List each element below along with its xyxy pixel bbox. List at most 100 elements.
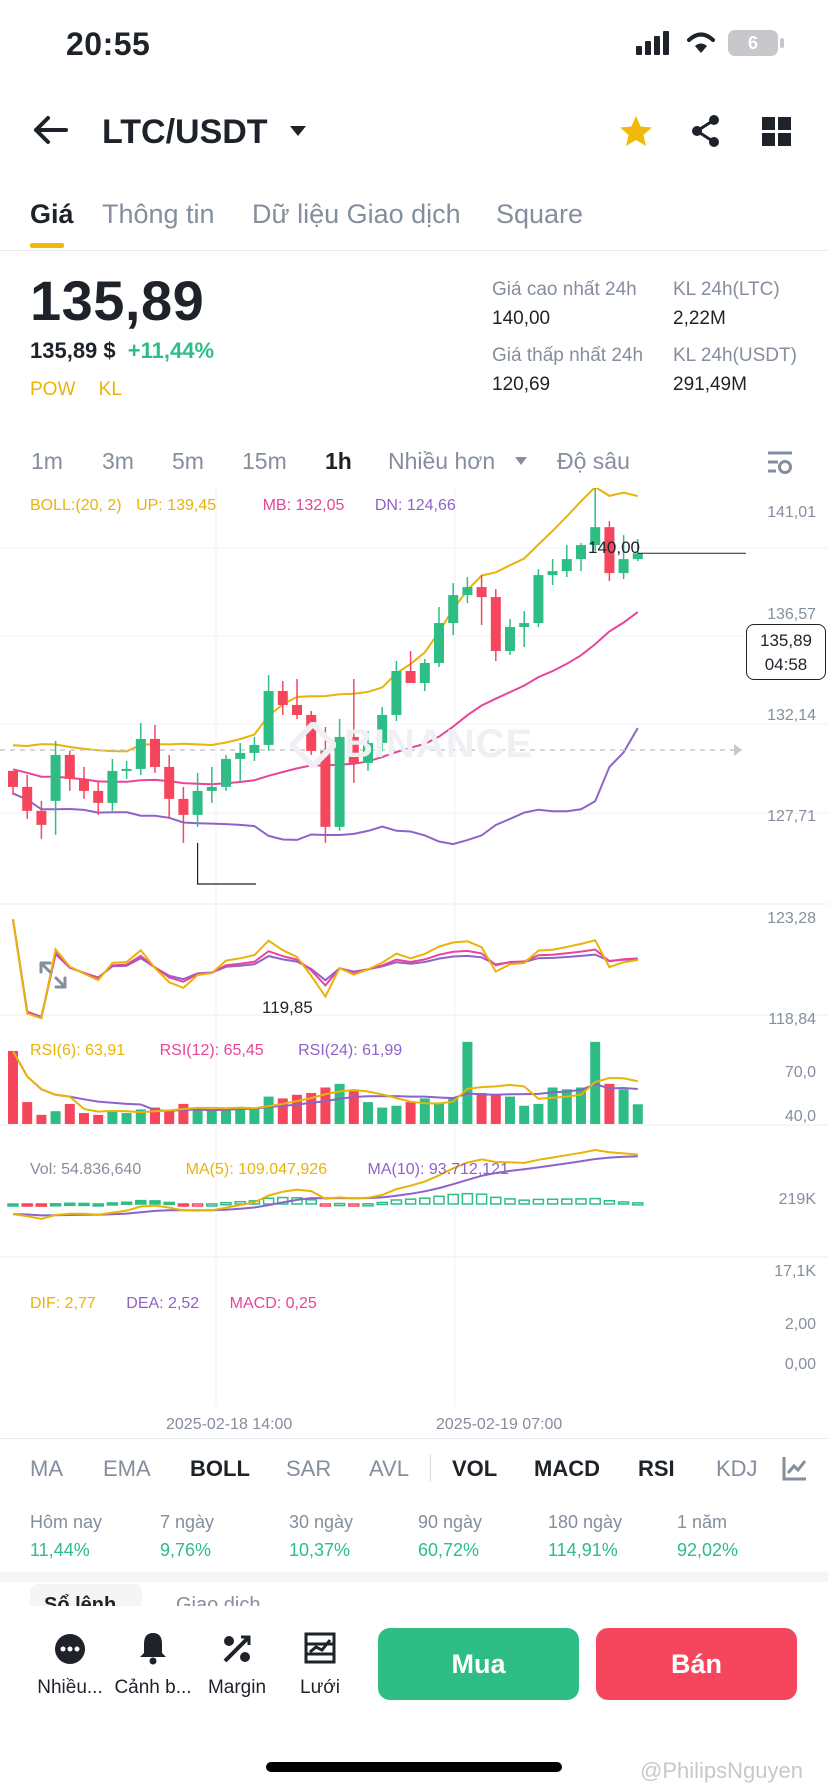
margin-icon[interactable] [221, 1633, 253, 1665]
battery-level: 6 [747, 32, 758, 53]
candle-body [178, 798, 189, 815]
macd-histogram-bar [35, 1203, 48, 1207]
kline-chart[interactable] [0, 488, 828, 1434]
tag-pow[interactable]: POW [30, 379, 76, 400]
macd-axis-label: 0,00 [784, 1356, 816, 1373]
rsi-legend: RSI(6): 63,91 RSI(12): 65,45 RSI(24): 61… [30, 1042, 402, 1060]
share-icon[interactable] [690, 114, 722, 148]
indicator-tab-vol[interactable]: VOL [452, 1456, 498, 1481]
candle-body [306, 714, 317, 751]
volume-bar [391, 1105, 402, 1124]
rsi-24-line [12, 919, 638, 1019]
boll-mb: MB: 132,05 [262, 497, 345, 514]
macd-histogram-bar [419, 1197, 431, 1205]
indicator-tab-rsi[interactable]: RSI [638, 1456, 675, 1481]
candle-body [618, 559, 629, 574]
candle-body [576, 545, 586, 560]
caret-down-icon[interactable] [288, 124, 308, 138]
boll-dn: DN: 124,66 [374, 497, 456, 514]
time-axis-label: 2025-02-19 07:00 [436, 1416, 563, 1433]
expand-icon[interactable] [38, 960, 68, 990]
interval-1h[interactable]: 1h [325, 448, 352, 474]
more-caret-icon[interactable] [514, 456, 528, 466]
perf-label: 30 ngày [289, 1512, 354, 1532]
tab-info[interactable]: Thông tin [102, 199, 215, 229]
perf-label: 1 năm [677, 1512, 728, 1532]
candle-body [590, 527, 601, 546]
candle-body [263, 690, 274, 745]
volume-bar [419, 1098, 430, 1124]
vol-value: Vol: 54.836,640 [30, 1161, 142, 1178]
macd-histogram-bar [120, 1201, 133, 1205]
tab-price[interactable]: Giá [30, 199, 74, 229]
more-icon[interactable] [54, 1633, 86, 1665]
more-label[interactable]: Nhiều... [37, 1677, 103, 1698]
indicator-tab-ema[interactable]: EMA [103, 1456, 151, 1481]
rsi-24: RSI(24): 61,99 [298, 1042, 403, 1059]
book-tab-orderbook-wrap: Sổ lệnh [30, 1584, 142, 1606]
grid-label[interactable]: Lưới [300, 1677, 340, 1698]
indicator-tab-macd[interactable]: MACD [534, 1456, 600, 1481]
indicator-tab-boll[interactable]: BOLL [190, 1456, 250, 1481]
macd-histogram-bar [319, 1203, 332, 1207]
boll-legend: BOLL:(20, 2) UP: 139,45 MB: 132,05 DN: 1… [30, 497, 456, 515]
volume-bar [604, 1083, 615, 1124]
candle-body [320, 750, 331, 827]
macd-histogram-bar [589, 1197, 601, 1205]
chart-settings-icon[interactable] [766, 448, 794, 476]
interval-15m[interactable]: 15m [242, 448, 287, 474]
pair-title[interactable]: LTC/USDT [102, 113, 268, 151]
volume-bar [135, 1109, 146, 1124]
macd-histogram-bar [78, 1202, 90, 1207]
price-axis-label: 127,71 [767, 808, 816, 825]
grid-bot-icon[interactable] [304, 1632, 336, 1664]
macd-histogram-bar [92, 1203, 104, 1207]
volume-bar [221, 1109, 231, 1124]
indicator-settings-icon[interactable] [782, 1455, 808, 1481]
candle-body [249, 744, 260, 753]
macd-histogram-bar [220, 1201, 232, 1206]
star-icon[interactable] [618, 114, 654, 148]
indicator-tab-avl[interactable]: AVL [369, 1456, 409, 1481]
back-arrow-icon[interactable] [32, 114, 68, 146]
macd-histogram-bar [7, 1203, 19, 1207]
bell-icon[interactable] [137, 1631, 169, 1665]
status-time: 20:55 [66, 26, 151, 62]
tag-kl[interactable]: KL [98, 379, 122, 400]
indicator-tab-kdj[interactable]: KDJ [716, 1456, 758, 1481]
main-tabs: Giá Thông tin Dữ liệu Giao dịch Square [0, 195, 828, 251]
margin-label[interactable]: Margin [207, 1677, 267, 1698]
perf-label: 7 ngày [160, 1512, 215, 1532]
vol-usdt-label: KL 24h(USDT) [673, 345, 797, 366]
candle-body [561, 559, 572, 572]
candle-body [462, 587, 473, 596]
indicator-tab-ma[interactable]: MA [30, 1456, 63, 1481]
tab-order-book[interactable]: Sổ lệnh [30, 1584, 142, 1606]
interval-more[interactable]: Nhiều hơn [388, 448, 496, 474]
interval-5m[interactable]: 5m [172, 448, 204, 474]
vol-axis-label: 219K [778, 1191, 816, 1208]
interval-depth[interactable]: Độ sâu [557, 448, 630, 474]
tab-trading-data[interactable]: Dữ liệu Giao dịch [252, 199, 461, 229]
macd-histogram-bar [404, 1198, 417, 1205]
interval-1m[interactable]: 1m [31, 448, 63, 474]
indicator-tab-sar[interactable]: SAR [286, 1456, 332, 1481]
interval-3m[interactable]: 3m [102, 448, 134, 474]
buy-button[interactable]: Mua [378, 1628, 579, 1700]
vol-ma10-line [12, 1050, 638, 1113]
tab-trades[interactable]: Giao dịch [176, 1594, 261, 1606]
last-price: 135,89 [30, 269, 205, 332]
macd-histogram-bar [163, 1201, 175, 1206]
macd-histogram-bar [532, 1198, 545, 1205]
volume-bar [448, 1098, 459, 1124]
vol-ma5-line [12, 1050, 639, 1114]
sell-button[interactable]: Bán [596, 1628, 797, 1700]
volume-bar [505, 1096, 515, 1124]
alert-label[interactable]: Cảnh b... [114, 1677, 192, 1698]
candle-body [476, 587, 487, 598]
grid-menu-icon[interactable] [762, 117, 792, 147]
candle-body [93, 790, 104, 803]
volume-bar [533, 1103, 544, 1124]
vol-ma5: MA(5): 109.047,926 [185, 1161, 328, 1178]
tab-square[interactable]: Square [496, 199, 584, 229]
